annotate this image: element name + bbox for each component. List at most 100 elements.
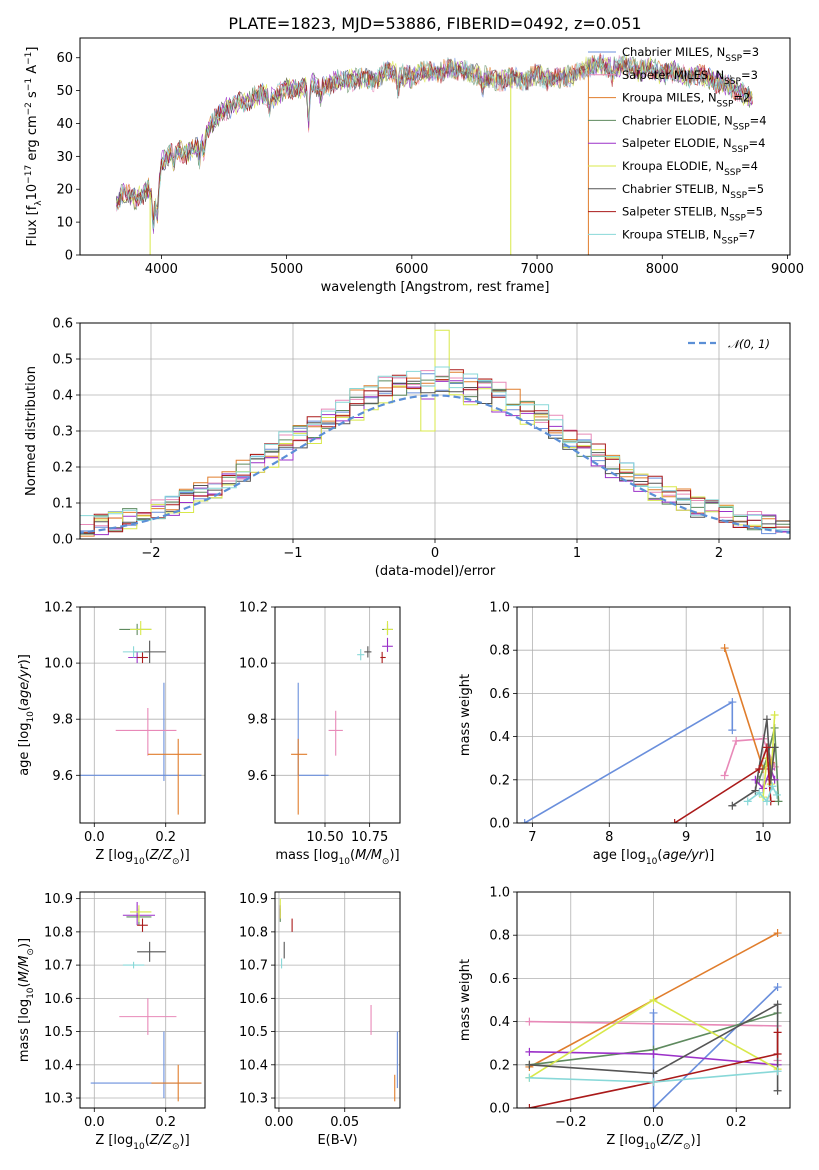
weight-marker bbox=[762, 743, 771, 752]
y-tick-label: 0.4 bbox=[489, 730, 510, 745]
legend-entry: Salpeter ELODIE, NSSP=4 bbox=[622, 136, 765, 155]
weight-marker bbox=[525, 1073, 534, 1082]
x-tick-label: 8000 bbox=[646, 262, 679, 277]
age-vs-mass-marks bbox=[291, 621, 393, 815]
x-tick-label: 2 bbox=[715, 546, 723, 561]
weight-marker bbox=[762, 715, 771, 724]
x-axis-label: mass [log10(M/M⊙)] bbox=[275, 848, 399, 867]
x-axis-label: Z [log10(Z/Z⊙)] bbox=[95, 848, 189, 867]
errorbar-point bbox=[122, 646, 145, 658]
y-tick-label: 10.6 bbox=[44, 992, 73, 1007]
plot-layer: 4000 5000 6000 7000 8000 90000102030405060wav… bbox=[17, 37, 804, 1152]
x-tick-label: 0.0 bbox=[643, 1115, 664, 1130]
x-tick-label: 10.75 bbox=[351, 830, 388, 845]
y-tick-label: 10.0 bbox=[44, 657, 73, 672]
y-tick-label: 10.8 bbox=[44, 925, 73, 940]
x-tick-label: 0 bbox=[431, 546, 439, 561]
spectrum-legend: Chabrier MILES, NSSP=3 Salpeter MILES, NS… bbox=[588, 45, 767, 246]
figure-title: PLATE=1823, MJD=53886, FIBERID=0492, z=0… bbox=[228, 14, 641, 33]
x-tick-label: 1 bbox=[573, 546, 581, 561]
weight-marker bbox=[525, 1017, 534, 1026]
weight-marker bbox=[770, 743, 779, 752]
errorbar-point bbox=[297, 682, 329, 776]
errorbar-point bbox=[122, 961, 145, 969]
spectrum-marks bbox=[116, 52, 753, 255]
weight-marker bbox=[773, 1067, 782, 1076]
y-tick-label: 0.8 bbox=[489, 929, 510, 944]
y-tick-label: 1.0 bbox=[489, 886, 510, 901]
y-tick-label: 10.8 bbox=[239, 925, 268, 940]
y-axis-label: mass weight bbox=[458, 674, 473, 756]
y-tick-label: 0.5 bbox=[52, 353, 73, 368]
y-tick-label: 10.2 bbox=[44, 601, 73, 616]
weight-marker bbox=[773, 929, 782, 938]
weight-marker bbox=[773, 1000, 782, 1009]
y-tick-label: 0.2 bbox=[52, 461, 73, 476]
weight-line-salpeter-stelib bbox=[529, 1032, 779, 1108]
weight-marker bbox=[525, 1104, 534, 1108]
x-axis-label: Z [log10(Z/Z⊙)] bbox=[606, 1133, 700, 1152]
weight-marker bbox=[649, 1050, 658, 1058]
y-tick-label: 10.7 bbox=[239, 959, 268, 974]
y-tick-label: 10.3 bbox=[239, 1092, 268, 1107]
weight-marker bbox=[762, 797, 771, 806]
weight-vs-Z-panel: −0.2 0.0 0.2 0.0 0.2 0.4 0.6 0.8 1.0 Z [log10(Z/Z… bbox=[458, 886, 791, 1152]
legend-entry: Kroupa STELIB, NSSP=7 bbox=[622, 227, 755, 246]
weight-marker bbox=[720, 771, 729, 780]
weight-vs-age-frame bbox=[516, 606, 791, 824]
y-tick-label: 10.6 bbox=[239, 992, 268, 1007]
mass-vs-Z-frame bbox=[79, 891, 206, 1109]
x-axis-label: wavelength [Angstrom, rest frame] bbox=[321, 280, 550, 295]
y-tick-label: 10.9 bbox=[239, 892, 268, 907]
x-axis-label: Z [log10(Z/Z⊙)] bbox=[95, 1133, 189, 1152]
x-tick-label: −1 bbox=[283, 546, 302, 561]
y-tick-label: 0.8 bbox=[489, 644, 510, 659]
y-tick-label: 9.6 bbox=[52, 769, 73, 784]
legend-entry: Chabrier STELIB, NSSP=5 bbox=[622, 182, 764, 201]
x-axis-label: E(B-V) bbox=[317, 1133, 357, 1148]
x-tick-label: 10 bbox=[755, 830, 772, 845]
y-tick-label: 20 bbox=[56, 183, 73, 198]
age-vs-mass-frame bbox=[274, 606, 401, 824]
weight-marker bbox=[525, 1047, 534, 1056]
x-tick-label: 0.00 bbox=[264, 1115, 293, 1130]
legend-entry: Chabrier MILES, NSSP=3 bbox=[622, 45, 759, 64]
y-tick-label: 10.5 bbox=[44, 1025, 73, 1040]
weight-marker bbox=[520, 819, 529, 823]
x-tick-label: 7000 bbox=[521, 262, 554, 277]
y-tick-label: 10.3 bbox=[44, 1092, 73, 1107]
x-tick-label: 9 bbox=[682, 830, 690, 845]
y-axis-label: Normed distribution bbox=[24, 366, 39, 496]
mass-vs-EBV-panel: 0.00 0.05 10.3 10.4 10.5 10.6 10.7 10.8 10.9 E(B-… bbox=[239, 891, 401, 1148]
weight-marker bbox=[720, 644, 729, 653]
y-axis-label: mass weight bbox=[458, 959, 473, 1041]
x-tick-label: 4000 bbox=[145, 262, 178, 277]
weight-line-salpeter-stelib bbox=[674, 747, 772, 823]
x-axis-label: age [log10(age/yr)] bbox=[593, 848, 715, 867]
weight-marker bbox=[768, 782, 777, 791]
y-tick-label: 9.8 bbox=[52, 713, 73, 728]
weight-marker bbox=[525, 1060, 534, 1069]
legend-entry: 𝒩(0, 1) bbox=[728, 337, 770, 351]
x-tick-label: 0.2 bbox=[726, 1115, 747, 1130]
x-tick-label: 6000 bbox=[395, 262, 428, 277]
errorbar-point bbox=[291, 738, 308, 815]
x-tick-label: 0.0 bbox=[84, 1115, 105, 1130]
weight-marker bbox=[743, 797, 752, 806]
weight-marker bbox=[649, 1008, 658, 1017]
errorbar-point bbox=[130, 621, 152, 636]
residuals-panel: −2 −1 0 1 2 0.0 0.1 0.2 0.3 0.4 0.5 0.6 𝒩(0, 1) (data… bbox=[24, 317, 791, 579]
y-tick-label: 0.4 bbox=[489, 1015, 510, 1030]
x-axis-label: (data-model)/error bbox=[375, 564, 496, 579]
errorbar-point bbox=[130, 905, 152, 922]
errorbar-point bbox=[383, 621, 393, 636]
y-tick-label: 0.6 bbox=[489, 972, 510, 987]
legend-entry: Salpeter STELIB, NSSP=5 bbox=[622, 205, 763, 224]
weight-marker bbox=[728, 801, 737, 810]
weight-marker bbox=[773, 983, 782, 992]
weight-marker bbox=[770, 711, 779, 719]
legend-entry: Kroupa ELODIE, NSSP=4 bbox=[622, 159, 758, 178]
errorbar-point bbox=[328, 710, 343, 756]
legend-entry: Salpeter MILES, NSSP=3 bbox=[622, 68, 758, 87]
